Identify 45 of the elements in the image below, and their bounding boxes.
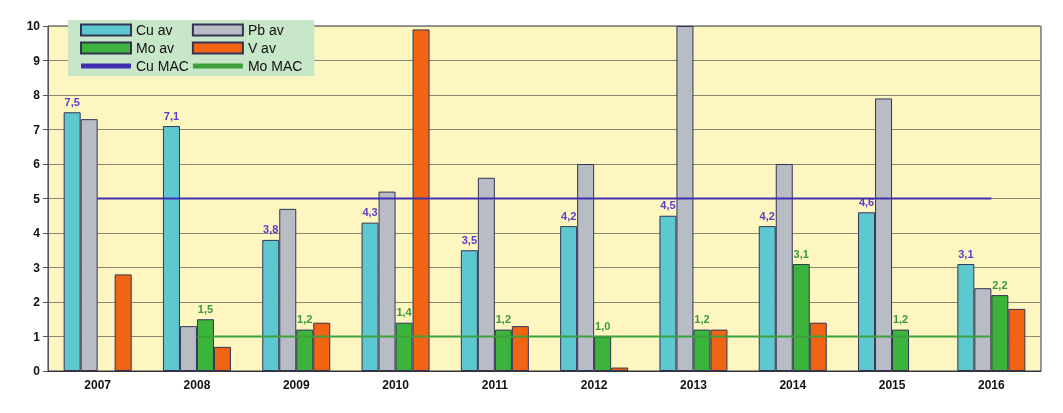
legend-label: Mo av bbox=[136, 40, 175, 56]
x-tick-label: 2010 bbox=[382, 378, 410, 392]
legend-label: Mo MAC bbox=[247, 58, 303, 74]
x-tick-label: 2015 bbox=[878, 378, 906, 392]
y-tick-label: 6 bbox=[33, 157, 41, 171]
x-tick-label: 2012 bbox=[580, 378, 608, 392]
y-tick-label: 2 bbox=[33, 295, 41, 309]
data-label: 1,5 bbox=[197, 302, 214, 315]
y-tick-label: 4 bbox=[33, 226, 41, 240]
data-label: 3,8 bbox=[263, 223, 279, 236]
legend-label: V av bbox=[247, 40, 276, 56]
y-tick-label: 5 bbox=[33, 191, 41, 206]
y-tick-label: 1 bbox=[33, 329, 41, 344]
data-label: 1,0 bbox=[595, 320, 611, 332]
data-label: 4,2 bbox=[561, 209, 577, 222]
data-label: 3,1 bbox=[793, 247, 809, 260]
legend-label: Pb av bbox=[247, 22, 284, 38]
y-tick-label: 7 bbox=[33, 122, 41, 137]
y-tick-label: 0 bbox=[33, 364, 41, 378]
data-label: 3,5 bbox=[461, 233, 477, 246]
data-label: 1,4 bbox=[396, 306, 413, 319]
data-label: 7,5 bbox=[64, 95, 80, 108]
x-tick-label: 2007 bbox=[84, 378, 112, 392]
x-tick-label: 2016 bbox=[978, 378, 1006, 392]
x-tick-label: 2014 bbox=[779, 378, 807, 392]
y-tick-label: 10 bbox=[26, 19, 41, 33]
data-label: 4,2 bbox=[759, 209, 775, 222]
data-label: 4,5 bbox=[660, 199, 676, 212]
data-label: 1,2 bbox=[694, 313, 710, 326]
x-tick-label: 2009 bbox=[282, 378, 310, 392]
x-tick-label: 2013 bbox=[680, 378, 708, 392]
y-tick-label: 8 bbox=[33, 88, 41, 102]
legend-label: Cu MAC bbox=[136, 58, 189, 74]
y-tick-label: 3 bbox=[33, 260, 41, 275]
data-label: 1,2 bbox=[297, 313, 313, 326]
data-label: 1,2 bbox=[892, 313, 909, 326]
data-label: 1,2 bbox=[495, 313, 511, 326]
data-label: 3,1 bbox=[958, 247, 974, 260]
data-label: 7,1 bbox=[163, 109, 180, 122]
y-tick-label: 9 bbox=[33, 53, 41, 68]
x-tick-label: 2011 bbox=[481, 378, 509, 392]
x-tick-label: 2008 bbox=[183, 378, 211, 392]
legend-label: Cu av bbox=[136, 22, 173, 38]
data-label: 2,2 bbox=[992, 278, 1008, 291]
data-label: 4,3 bbox=[362, 206, 378, 219]
